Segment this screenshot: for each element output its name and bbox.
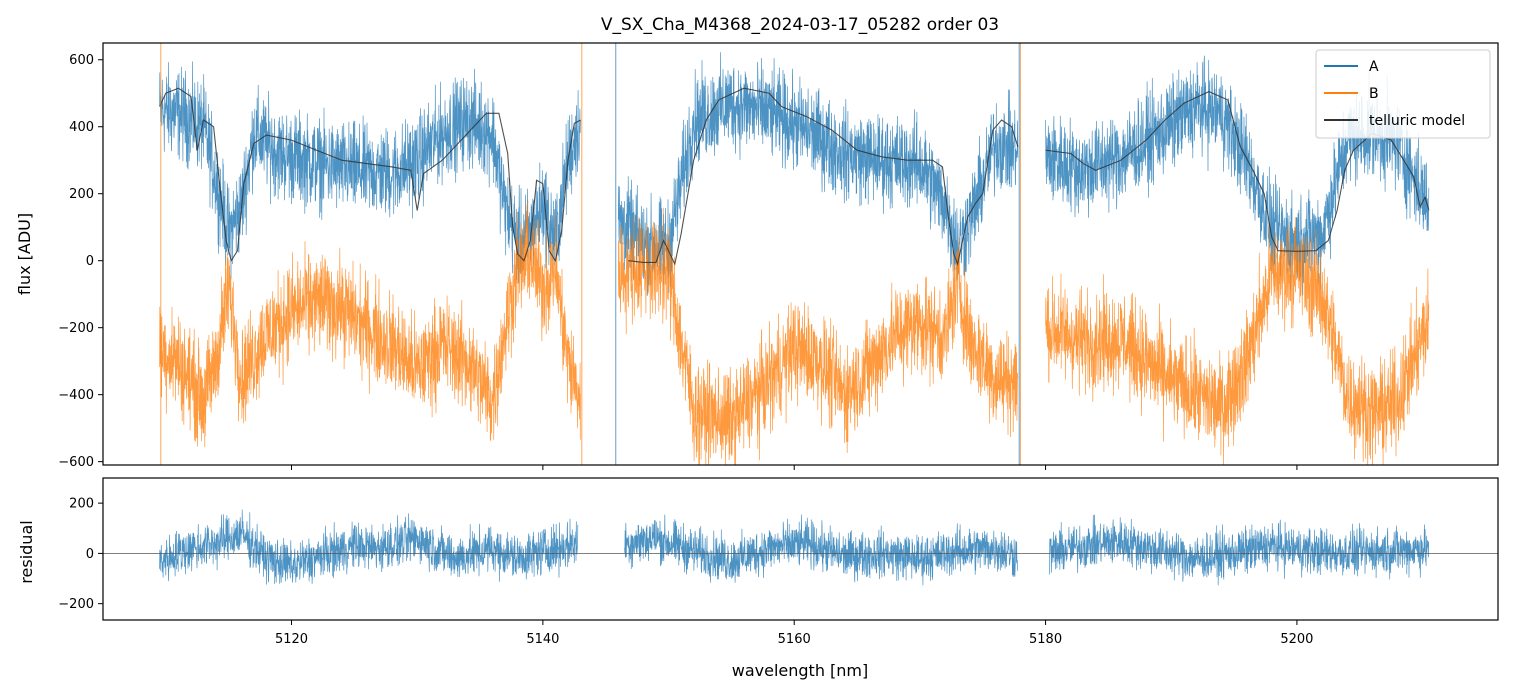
flux-y-tick-label: −400 <box>58 388 94 403</box>
flux-y-tick-label: 200 <box>69 187 94 202</box>
residual-y-tick-label: 0 <box>86 547 94 562</box>
series-a-line <box>159 52 1430 296</box>
flux-y-tick-label: 0 <box>86 254 94 269</box>
flux-y-tick-label: −600 <box>58 455 94 470</box>
flux-y-tick-label: 400 <box>69 120 94 135</box>
chart-title: V_SX_Cha_M4368_2024-03-17_05282 order 03 <box>601 15 999 35</box>
residual-y-tick-label: −200 <box>58 597 94 612</box>
flux-axes-frame <box>102 42 1499 466</box>
x-tick-label: 5160 <box>778 632 811 647</box>
x-tick-label: 5180 <box>1029 632 1062 647</box>
telluric-model-line <box>159 87 1430 266</box>
legend-label: telluric model <box>1369 113 1465 129</box>
flux-y-tick-label: −200 <box>58 321 94 336</box>
residual-axes-frame <box>102 477 1499 621</box>
residual-panel: −200 0 200 5120 5140 5160 5180 5200 residual w… <box>17 477 1499 680</box>
legend-label: B <box>1369 86 1379 102</box>
residual-y-axis-label: residual <box>17 520 36 583</box>
residual-y-tick-label: 200 <box>69 497 94 512</box>
legend-label: A <box>1369 59 1379 75</box>
flux-y-axis-label: flux [ADU] <box>15 213 34 295</box>
x-tick-label: 5140 <box>526 632 559 647</box>
legend-box <box>1315 49 1491 139</box>
x-tick-label: 5120 <box>275 632 308 647</box>
x-tick-label: 5200 <box>1280 632 1313 647</box>
residual-line <box>159 509 1429 586</box>
series-b-line <box>159 199 1430 465</box>
flux-y-tick-label: 600 <box>69 53 94 68</box>
flux-panel: −600 −400 −200 0 200 400 600 flux [ADU] <box>15 42 1499 470</box>
x-axis-label: wavelength [nm] <box>732 661 869 680</box>
